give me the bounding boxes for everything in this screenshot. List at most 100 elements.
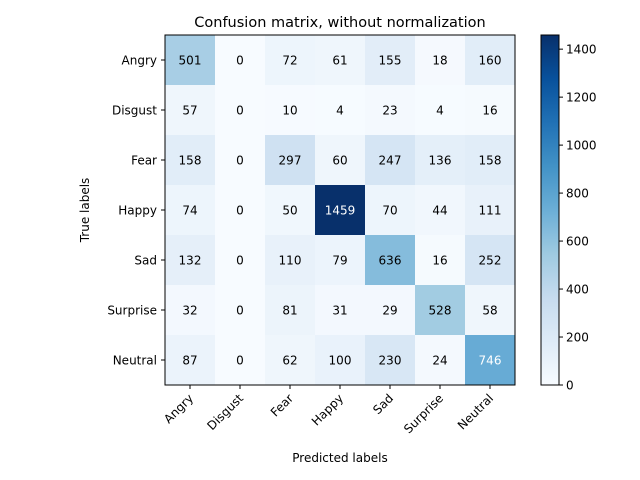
cell-value-label: 252 xyxy=(479,254,502,268)
y-tick-label: Disgust xyxy=(112,104,157,118)
heatmap-cell xyxy=(315,35,366,86)
heatmap-cell xyxy=(415,335,466,386)
cell-value-label: 4 xyxy=(336,104,344,118)
heatmap-cell xyxy=(465,135,516,186)
heatmap-cell xyxy=(465,185,516,236)
cell-value-label: 100 xyxy=(329,354,352,368)
cell-value-label: 136 xyxy=(429,154,452,168)
x-tick-label: Angry xyxy=(161,391,196,426)
heatmap-cell xyxy=(365,285,416,336)
cell-value-label: 158 xyxy=(179,154,202,168)
colorbar-tick-label: 0 xyxy=(566,379,574,393)
cell-value-label: 0 xyxy=(236,104,244,118)
heatmap-cell xyxy=(315,235,366,286)
cell-value-label: 32 xyxy=(182,304,197,318)
x-tick-label: Sad xyxy=(370,391,396,417)
cell-value-label: 18 xyxy=(432,54,447,68)
heatmap-cell xyxy=(315,185,366,236)
heatmap-cell xyxy=(315,335,366,386)
heatmap-cell xyxy=(265,135,316,186)
heatmap-cell xyxy=(165,135,216,186)
cell-value-label: 0 xyxy=(236,204,244,218)
cell-value-label: 44 xyxy=(432,204,447,218)
heatmap-cell xyxy=(315,85,366,136)
cell-value-label: 57 xyxy=(182,104,197,118)
cell-value-label: 16 xyxy=(432,254,447,268)
cell-value-label: 29 xyxy=(382,304,397,318)
cell-value-label: 81 xyxy=(282,304,297,318)
y-tick-label: Happy xyxy=(118,204,157,218)
heatmap-cell xyxy=(365,135,416,186)
cell-value-label: 61 xyxy=(332,54,347,68)
heatmap-cell xyxy=(215,235,266,286)
heatmap-cell xyxy=(165,285,216,336)
heatmap-cells xyxy=(165,35,516,386)
cell-value-label: 74 xyxy=(182,204,197,218)
y-tick-label: Angry xyxy=(122,54,157,68)
heatmap-cell xyxy=(465,285,516,336)
cell-value-label: 230 xyxy=(379,354,402,368)
heatmap-cell xyxy=(315,285,366,336)
cell-value-label: 528 xyxy=(429,304,452,318)
colorbar-tick-label: 400 xyxy=(566,283,589,297)
heatmap-cell xyxy=(215,85,266,136)
cell-value-label: 31 xyxy=(332,304,347,318)
cell-value-label: 16 xyxy=(482,104,497,118)
cell-value-label: 70 xyxy=(382,204,397,218)
cell-value-label: 4 xyxy=(436,104,444,118)
cell-value-label: 111 xyxy=(479,204,502,218)
heatmap-cell xyxy=(415,135,466,186)
heatmap-cell xyxy=(265,35,316,86)
cell-value-label: 110 xyxy=(279,254,302,268)
cell-value-label: 0 xyxy=(236,154,244,168)
cell-value-label: 158 xyxy=(479,154,502,168)
heatmap-cell xyxy=(165,85,216,136)
heatmap-cell xyxy=(215,35,266,86)
heatmap-cell xyxy=(165,185,216,236)
heatmap-cell xyxy=(165,35,216,86)
colorbar-ticks: 0 200 400 600 800 1000 1200 1400 xyxy=(559,43,597,393)
cell-value-label: 160 xyxy=(479,54,502,68)
cell-value-label: 297 xyxy=(279,154,302,168)
cell-value-label: 58 xyxy=(482,304,497,318)
y-tick-label: Neutral xyxy=(113,354,157,368)
cell-value-label: 72 xyxy=(282,54,297,68)
cell-value-label: 79 xyxy=(332,254,347,268)
cell-value-label: 0 xyxy=(236,304,244,318)
cell-value-label: 746 xyxy=(479,354,502,368)
cell-value-label: 0 xyxy=(236,54,244,68)
colorbar-tick-label: 200 xyxy=(566,331,589,345)
heatmap-cell xyxy=(365,35,416,86)
heatmap-cell xyxy=(465,35,516,86)
cell-value-label: 155 xyxy=(379,54,402,68)
heatmap-cell xyxy=(415,235,466,286)
heatmap-cell xyxy=(265,85,316,136)
cell-value-label: 10 xyxy=(282,104,297,118)
heatmap-cell xyxy=(265,335,316,386)
colorbar-tick-label: 600 xyxy=(566,235,589,249)
heatmap-cell xyxy=(465,85,516,136)
colorbar-tick-label: 1200 xyxy=(566,91,597,105)
y-tick-label: Sad xyxy=(134,254,157,268)
heatmap-cell xyxy=(265,185,316,236)
heatmap-cell xyxy=(215,185,266,236)
heatmap-cell xyxy=(365,85,416,136)
heatmap-cell xyxy=(365,185,416,236)
heatmap-cell xyxy=(265,235,316,286)
heatmap-cell xyxy=(165,335,216,386)
y-tick-label: Surprise xyxy=(107,304,157,318)
cell-value-label: 247 xyxy=(379,154,402,168)
cell-value-label: 60 xyxy=(332,154,347,168)
heatmap-cell xyxy=(415,285,466,336)
cell-value-label: 24 xyxy=(432,354,447,368)
cell-value-label: 50 xyxy=(282,204,297,218)
y-axis-ticks: Angry Disgust Fear Happy Sad Surprise Neutral xyxy=(107,54,165,368)
heatmap-cell xyxy=(415,85,466,136)
heatmap-cell xyxy=(215,335,266,386)
cell-value-label: 636 xyxy=(379,254,402,268)
cell-value-label: 62 xyxy=(282,354,297,368)
colorbar-tick-label: 1000 xyxy=(566,139,597,153)
heatmap-cell xyxy=(365,235,416,286)
